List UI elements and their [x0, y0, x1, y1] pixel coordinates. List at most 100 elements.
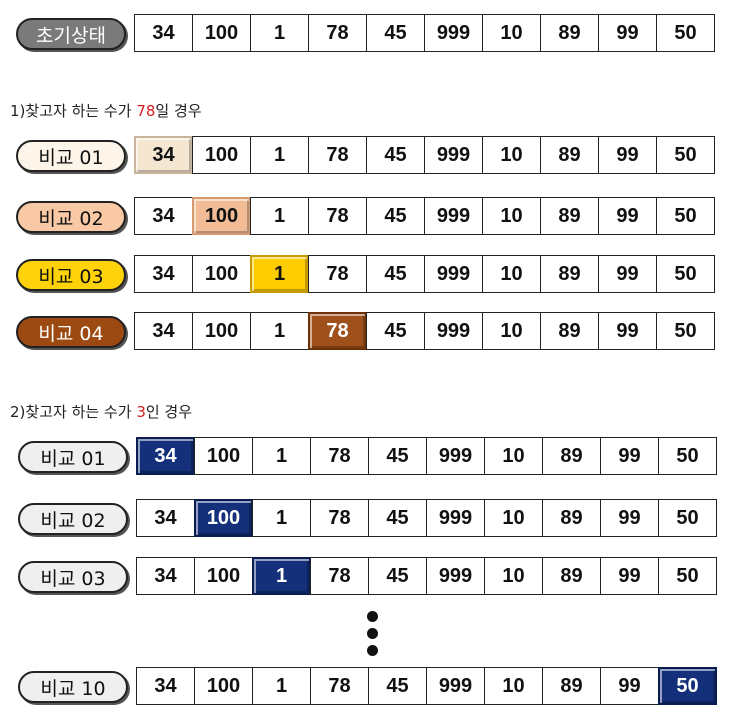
array-cell: 10: [484, 557, 543, 595]
case2-compare-label: 비교 03: [18, 561, 128, 593]
array-cell: 1: [250, 136, 309, 174]
array-cell: 89: [540, 312, 599, 350]
array-cell: 89: [540, 14, 599, 52]
array-cell: 1: [250, 312, 309, 350]
array-cell: 999: [426, 437, 485, 475]
array-cell: 89: [540, 255, 599, 293]
array-cell: 78: [310, 437, 369, 475]
case1-row-3: 비교 03 34 100 1 78 45 999 10 89 99 50: [0, 255, 748, 295]
array-cell: 99: [600, 499, 659, 537]
array-cell: 50: [656, 255, 715, 293]
case1-array: 34 100 1 78 45 999 10 89 99 50: [134, 136, 715, 176]
array-cell: 99: [600, 437, 659, 475]
array-cell: 78: [308, 136, 367, 174]
array-cell: 89: [540, 136, 599, 174]
array-cell: 99: [598, 197, 657, 235]
array-cell: 100: [194, 667, 253, 705]
case1-array: 34 100 1 78 45 999 10 89 99 50: [134, 255, 715, 295]
case2-row-1: 비교 01 34 100 1 78 45 999 10 89 99 50: [0, 437, 748, 477]
array-cell: 999: [424, 197, 483, 235]
array-cell: 10: [484, 437, 543, 475]
case1-caption: 1)찾고자 하는 수가 78일 경우: [10, 100, 202, 121]
array-cell: 100: [192, 136, 251, 174]
case2-caption-post: 인 경우: [145, 403, 193, 421]
array-cell: 45: [368, 499, 427, 537]
array-cell: 89: [542, 667, 601, 705]
case2-row-2: 비교 02 34 100 1 78 45 999 10 89 99 50: [0, 499, 748, 539]
initial-label: 초기상태: [16, 18, 126, 50]
case2-array: 34 100 1 78 45 999 10 89 99 50: [136, 557, 717, 597]
case1-compare-label: 비교 02: [16, 201, 126, 233]
array-cell: 999: [426, 557, 485, 595]
case1-caption-number: 78: [136, 102, 156, 120]
array-cell: 10: [484, 499, 543, 537]
array-cell: 78: [308, 255, 367, 293]
case1-compare-label: 비교 01: [16, 140, 126, 172]
array-cell: 100: [192, 312, 251, 350]
case2-caption-pre: 2)찾고자 하는 수가: [10, 403, 137, 421]
case1-row-1: 비교 01 34 100 1 78 45 999 10 89 99 50: [0, 136, 748, 176]
array-cell: 78: [310, 499, 369, 537]
array-cell: 78: [310, 557, 369, 595]
array-cell: 45: [366, 255, 425, 293]
array-cell: 45: [368, 437, 427, 475]
array-cell: 100: [192, 255, 251, 293]
array-cell: 34: [136, 667, 195, 705]
case2-row-3: 비교 03 34 100 1 78 45 999 10 89 99 50: [0, 557, 748, 597]
array-cell-compared: 50: [658, 667, 717, 705]
case1-compare-label: 비교 03: [16, 259, 126, 291]
array-cell: 78: [308, 197, 367, 235]
array-cell: 999: [424, 312, 483, 350]
array-cell: 50: [656, 136, 715, 174]
case2-row-4: 비교 10 34 100 1 78 45 999 10 89 99 50: [0, 667, 748, 707]
initial-row: 초기상태 34 100 1 78 45 999 10 89 99 50: [0, 14, 748, 54]
initial-array: 34 100 1 78 45 999 10 89 99 50: [134, 14, 715, 54]
array-cell: 89: [542, 557, 601, 595]
case1-row-2: 비교 02 34 100 1 78 45 999 10 89 99 50: [0, 197, 748, 237]
array-cell: 45: [366, 197, 425, 235]
array-cell: 89: [542, 499, 601, 537]
array-cell: 99: [598, 255, 657, 293]
array-cell: 45: [368, 557, 427, 595]
array-cell: 89: [540, 197, 599, 235]
array-cell: 10: [482, 197, 541, 235]
array-cell: 1: [252, 499, 311, 537]
array-cell: 1: [252, 437, 311, 475]
array-cell: 100: [194, 437, 253, 475]
case2-array: 34 100 1 78 45 999 10 89 99 50: [136, 667, 717, 707]
array-cell-compared: 100: [194, 499, 253, 537]
array-cell: 1: [250, 197, 309, 235]
array-cell: 999: [426, 667, 485, 705]
array-cell: 999: [424, 255, 483, 293]
case1-compare-label: 비교 04: [16, 316, 126, 348]
array-cell: 999: [424, 136, 483, 174]
array-cell: 999: [426, 499, 485, 537]
case2-caption-number: 3: [136, 403, 146, 421]
array-cell: 45: [366, 136, 425, 174]
array-cell: 34: [134, 197, 193, 235]
case2-compare-label: 비교 10: [18, 671, 128, 703]
array-cell: 99: [600, 557, 659, 595]
case1-caption-pre: 1)찾고자 하는 수가: [10, 102, 137, 120]
array-cell: 999: [424, 14, 483, 52]
array-cell: 78: [310, 667, 369, 705]
array-cell: 1: [250, 14, 309, 52]
array-cell: 45: [366, 312, 425, 350]
array-cell-compared: 100: [192, 197, 251, 235]
array-cell-compared: 78: [308, 312, 367, 350]
array-cell: 1: [252, 667, 311, 705]
array-cell-compared: 34: [134, 136, 193, 174]
case2-compare-label: 비교 02: [18, 503, 128, 535]
case1-row-4: 비교 04 34 100 1 78 45 999 10 89 99 50: [0, 312, 748, 352]
array-cell: 10: [484, 667, 543, 705]
array-cell: 10: [482, 136, 541, 174]
array-cell: 34: [136, 499, 195, 537]
case1-array: 34 100 1 78 45 999 10 89 99 50: [134, 197, 715, 237]
array-cell: 45: [366, 14, 425, 52]
array-cell: 100: [194, 557, 253, 595]
array-cell: 34: [134, 255, 193, 293]
array-cell: 34: [134, 14, 193, 52]
ellipsis-dots: [367, 611, 381, 662]
array-cell: 99: [600, 667, 659, 705]
array-cell: 89: [542, 437, 601, 475]
